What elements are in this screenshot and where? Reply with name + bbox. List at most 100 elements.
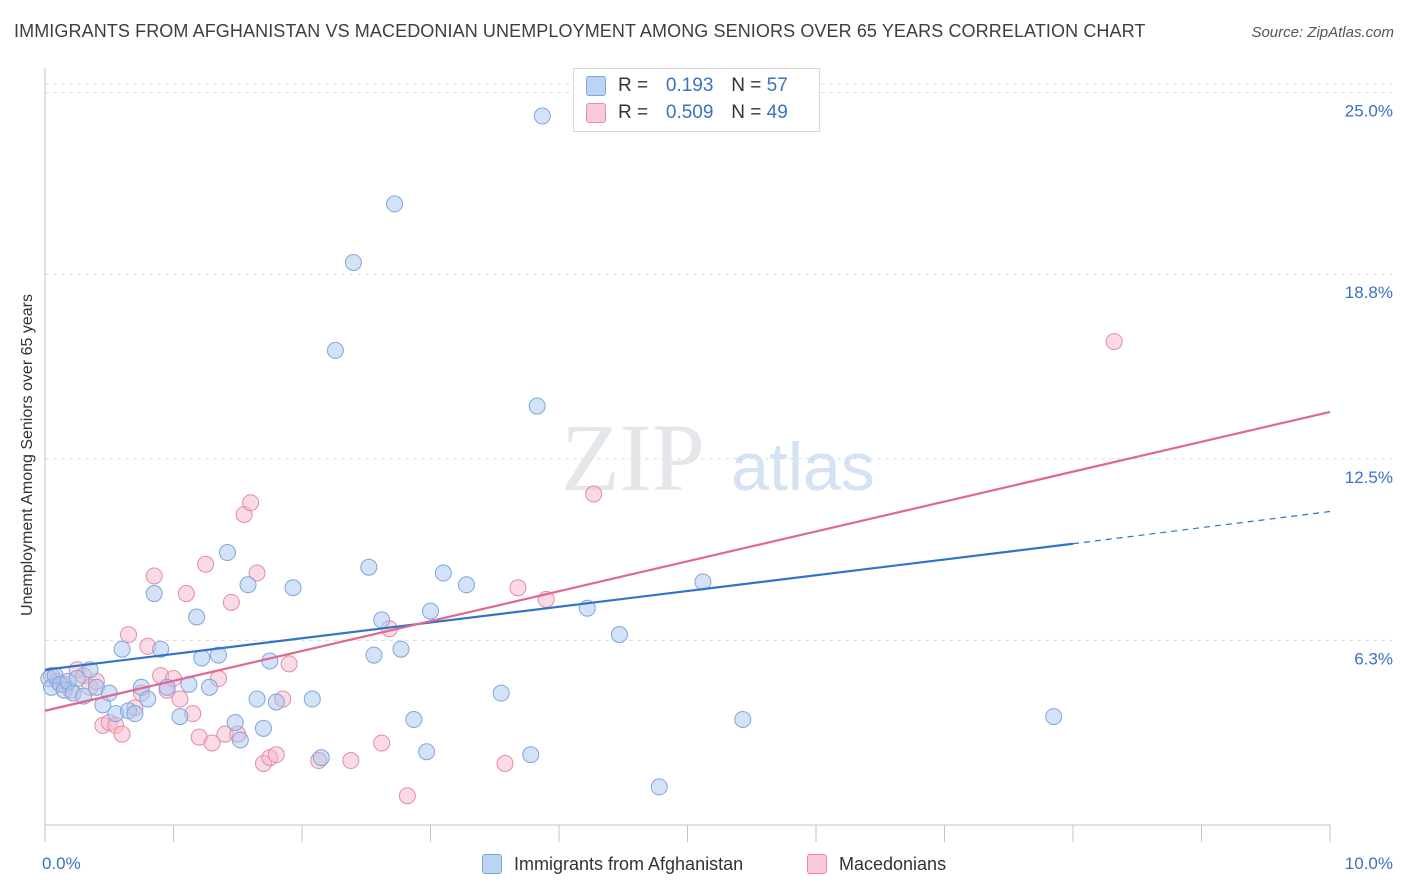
tick-labels: 6.3% 12.5% 18.8% 25.0% 0.0% 10.0% — [42, 102, 1393, 873]
afghanistan-point — [386, 195, 404, 213]
macedonian-point — [280, 655, 298, 673]
afghanistan-point — [100, 684, 118, 702]
macedonian-point — [342, 752, 360, 770]
legend-swatch-blue — [586, 76, 606, 96]
grid-lines — [45, 83, 1392, 641]
macedonian-trend-line — [44, 410, 1331, 712]
afghanistan-point — [344, 254, 362, 271]
afghanistan-point — [152, 640, 170, 658]
legend-row-macedonians: R = 0.509 N = 49 — [586, 100, 788, 126]
bottom-legend-label: Immigrants from Afghanistan — [514, 853, 744, 874]
afghanistan-point — [113, 640, 131, 658]
macedonian-point — [509, 579, 527, 597]
afghanistan-point — [226, 713, 244, 731]
macedonian-point — [171, 690, 189, 708]
macedonian-point — [496, 754, 514, 772]
afghanistan-point — [200, 678, 218, 696]
x-tick-label-max: 10.0% — [1345, 854, 1393, 873]
macedonian-point — [145, 567, 163, 585]
afghanistan-point — [434, 564, 452, 582]
data-points — [40, 107, 1123, 805]
afghanistan-point — [188, 608, 206, 626]
legend-r-value: 0.509 — [665, 102, 714, 123]
macedonian-point — [242, 494, 260, 512]
legend-n-label: N = — [731, 102, 762, 123]
trend-lines — [44, 410, 1331, 712]
afghanistan-point — [457, 576, 475, 594]
afghanistan-point — [365, 646, 383, 664]
bottom-legend-swatch-pink — [807, 854, 827, 874]
afghanistan-point — [650, 778, 668, 796]
afghanistan-point — [68, 670, 86, 688]
macedonian-point — [120, 626, 138, 644]
y-tick-label: 6.3% — [1354, 649, 1393, 668]
afghanistan-point — [492, 684, 510, 702]
chart-title: IMMIGRANTS FROM AFGHANISTAN VS MACEDONIA… — [14, 21, 1146, 41]
afghanistan-point — [422, 602, 439, 620]
afghanistan-point — [610, 626, 628, 644]
afghanistan-point — [303, 690, 321, 708]
afghanistan-point — [145, 585, 163, 603]
afghanistan-point — [418, 743, 436, 761]
afghanistan-point — [126, 705, 144, 723]
afghanistan-point — [522, 746, 540, 764]
bottom-legend-macedonians: Macedonians — [807, 852, 946, 876]
afghanistan-point — [171, 708, 189, 726]
afghanistan-point — [533, 107, 551, 125]
afghanistan-point — [734, 711, 752, 729]
afghanistan-point — [326, 341, 344, 359]
afghanistan-point — [239, 576, 257, 594]
legend-n-label: N = — [731, 75, 762, 96]
macedonian-point — [222, 593, 240, 611]
afghanistan-point — [139, 690, 157, 708]
legend-n-value: 57 — [766, 75, 788, 96]
bottom-legend-afghanistan: Immigrants from Afghanistan — [482, 852, 743, 876]
y-tick-label: 25.0% — [1345, 102, 1393, 121]
watermark-zip: ZIP — [561, 404, 705, 511]
afghanistan-point — [392, 640, 410, 658]
macedonian-point — [197, 555, 215, 573]
legend-r-label: R = — [618, 102, 649, 123]
y-tick-label: 12.5% — [1345, 468, 1393, 487]
afghanistan-trend-line — [44, 542, 1074, 671]
macedonian-point — [267, 746, 285, 764]
macedonian-point — [248, 564, 266, 582]
y-axis-label: Unemployment Among Seniors over 65 years — [19, 294, 36, 616]
x-tick-label-min: 0.0% — [42, 854, 81, 873]
afghanistan-point — [405, 711, 423, 729]
afghanistan-trend-extension — [1072, 510, 1331, 545]
afghanistan-point — [254, 719, 272, 737]
afghanistan-point — [284, 579, 302, 597]
bottom-legend-label: Macedonians — [839, 853, 947, 874]
afghanistan-point — [267, 693, 285, 711]
y-tick-label: 18.8% — [1345, 283, 1393, 302]
axes — [44, 68, 1331, 842]
bottom-legend-swatch-blue — [482, 854, 502, 874]
macedonian-point — [113, 725, 131, 743]
afghanistan-point — [248, 690, 266, 708]
afghanistan-point — [218, 544, 236, 562]
afghanistan-point — [261, 652, 279, 670]
afghanistan-point — [373, 611, 391, 629]
legend-swatch-pink — [586, 103, 606, 123]
afghanistan-point — [1045, 708, 1063, 726]
macedonian-point — [398, 787, 416, 805]
afghanistan-point — [312, 749, 330, 767]
afghanistan-point — [193, 649, 211, 667]
afghanistan-point — [231, 731, 249, 749]
afghanistan-point — [360, 558, 378, 576]
macedonian-point — [1105, 333, 1123, 351]
legend-row-afghanistan: R = 0.193 N = 57 — [586, 73, 788, 99]
macedonian-point — [373, 734, 391, 752]
legend-n-value: 49 — [766, 102, 788, 123]
macedonian-point — [585, 485, 603, 503]
watermark-atlas: atlas — [731, 429, 875, 505]
correlation-legend: R = 0.193 N = 57 R = 0.509 N = 49 — [573, 68, 820, 132]
macedonian-point — [177, 585, 195, 603]
source-label: Source: ZipAtlas.com — [1251, 24, 1394, 41]
watermark: ZIP atlas — [561, 404, 875, 511]
macedonian-point — [203, 734, 221, 752]
afghanistan-point — [209, 646, 227, 664]
legend-r-label: R = — [618, 75, 649, 96]
